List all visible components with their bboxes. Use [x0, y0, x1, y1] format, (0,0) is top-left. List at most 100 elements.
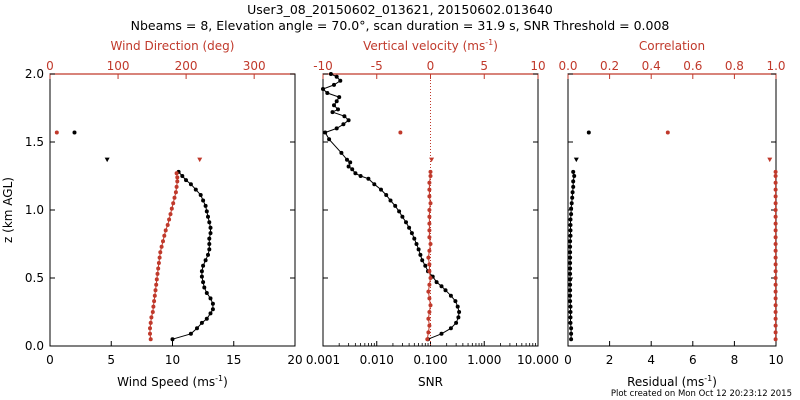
- y-axis-label: z (km AGL): [1, 177, 15, 243]
- panel-2-series-1-point: [416, 247, 421, 252]
- panel-2-series-1-point: [379, 187, 383, 192]
- panel-3-series-4-point: [773, 269, 778, 274]
- panel-1-series-1-point: [206, 214, 210, 219]
- panel-1-series-1-point: [207, 236, 212, 241]
- panel-3-series-1-point: [569, 331, 574, 336]
- panel-1-series-1-point: [203, 203, 208, 208]
- panel-1-series-3-point: [158, 250, 163, 255]
- panel-2-series-1-point: [409, 231, 414, 236]
- panel-1-series-1-point: [210, 307, 215, 312]
- panel-2-series-1-point: [407, 225, 412, 230]
- panel-3-series-6-marker: [767, 157, 773, 163]
- panel-3-series-1-point: [571, 179, 576, 184]
- panel-3-series-1-point: [568, 223, 573, 227]
- panel-2-bottom-tick-label: 0.001: [306, 353, 340, 367]
- panel-2-series-1-point: [454, 320, 459, 325]
- panel-3-series-4-point: [773, 221, 778, 226]
- panel-1-series-1-point: [199, 320, 204, 325]
- panel-3-series-4-point: [773, 235, 778, 240]
- panel-3-series-5-point: [665, 130, 670, 135]
- panel-2-series-1-point: [448, 293, 453, 298]
- panel-1-series-3-point: [148, 320, 153, 325]
- panel-1-top-tick-label: 200: [175, 59, 198, 73]
- panel-2-series-1-point: [423, 263, 428, 268]
- panel-3-series-1-point: [568, 277, 573, 282]
- panel-2-series-1-point: [448, 326, 453, 331]
- panel-3-series-4-point: [773, 187, 778, 192]
- panel-1-series-1-point: [207, 220, 212, 225]
- panel-3-frame: [567, 73, 777, 347]
- panel-1-top-tick-label: 100: [107, 59, 130, 73]
- panel-1-bottom-tick-label: 5: [107, 353, 115, 367]
- panel-2-top-tick-label: 10: [530, 59, 545, 73]
- panel-1-series-1-point: [208, 311, 213, 316]
- panel-3-series-1-point: [568, 250, 573, 255]
- panel-2-series-2-point: [428, 276, 433, 280]
- panel-2-series-1-point: [457, 310, 462, 314]
- panel-2-bottom-tick-label: 0.010: [360, 353, 394, 367]
- panel-3-series-4-point: [773, 201, 778, 206]
- panel-2-series-1-point: [353, 171, 358, 176]
- panel-2-bottom-tick-label: 10.000: [517, 353, 559, 367]
- y-tick-label: 1.5: [25, 135, 44, 149]
- panel-2-series-1-point: [372, 182, 377, 187]
- panel-1-series-1-point: [207, 242, 212, 246]
- panel-3-top-tick-label: 1.0: [766, 59, 785, 73]
- panel-3-series-4-point: [773, 296, 778, 301]
- panel-1-series-3-point: [169, 206, 174, 211]
- panel-2-series-1-point: [404, 220, 408, 225]
- panel-1-series-5-marker: [104, 157, 110, 163]
- panel-2-series-1-point: [350, 167, 355, 172]
- panel-2-series-2-point: [426, 316, 431, 321]
- panel-2-series-2-point: [428, 303, 433, 308]
- panel-1-series-1-point: [204, 209, 209, 214]
- panel-1-series-3-point: [150, 310, 155, 314]
- panel-2-series-1-point: [341, 122, 346, 127]
- panel-2-series-3-point: [398, 130, 403, 135]
- panel-1-series-3-point: [162, 233, 167, 238]
- panel-2-series-1-point: [345, 157, 349, 162]
- panel-1-series-3-point: [155, 271, 160, 276]
- y-tick-label: 0.0: [25, 339, 44, 353]
- panel-2-series-2-point: [427, 214, 432, 219]
- panel-1-series-3-point: [151, 304, 156, 309]
- panel-2-series-1-point: [327, 137, 332, 142]
- panel-2-series-1-point: [358, 174, 363, 178]
- panel-2-series-2-point: [427, 310, 432, 314]
- panel-3-series-1-point: [568, 315, 573, 320]
- panel-2-series-1-point: [420, 258, 425, 263]
- panel-1-series-3-point: [161, 239, 165, 244]
- panel-1-series-1-point: [198, 193, 203, 197]
- panel-3-bottom-tick-label: 8: [731, 353, 739, 367]
- panel-1-series-3-point: [174, 171, 179, 176]
- panel-1-series-3-point: [173, 190, 178, 195]
- panel-2-series-2-point: [426, 255, 431, 260]
- panel-2-series-2-point: [426, 330, 431, 335]
- panel-3-series-1-point: [569, 326, 574, 331]
- panel-3-series-1-point: [568, 239, 573, 244]
- panel-2-series-1-point: [323, 130, 328, 135]
- panel-3-bottom-tick-label: 2: [606, 353, 614, 367]
- panel-2-series-1-point: [346, 118, 351, 123]
- panel-1-series-3-point: [157, 255, 162, 260]
- panel-3-series-4-point: [773, 282, 778, 287]
- panel-2-series-2-point: [427, 262, 432, 267]
- panel-2-series-1-point: [339, 150, 344, 155]
- panel-3-series-4-point: [773, 228, 778, 233]
- panel-3-series-1-point: [568, 244, 573, 249]
- panel-2-series-1-point: [443, 288, 448, 293]
- y-tick-label: 1.0: [25, 203, 44, 217]
- panel-2-series-1-point: [418, 252, 423, 257]
- panel-2-series-2-point: [427, 248, 432, 253]
- panel-1-series-3-point: [149, 315, 154, 320]
- panel-1-series-3-point: [156, 261, 161, 265]
- panel-2-series-1-point: [393, 203, 398, 208]
- panel-2-series-2-point: [427, 235, 432, 240]
- panel-2-series-1-point: [325, 91, 330, 95]
- panel-3-series-4-point: [773, 194, 778, 199]
- panel-3-series-4-point: [773, 180, 778, 185]
- panel-1-series-3-point: [154, 282, 159, 287]
- panel-3-series-1-point: [569, 206, 574, 211]
- panel-2-series-2-point: [427, 228, 432, 233]
